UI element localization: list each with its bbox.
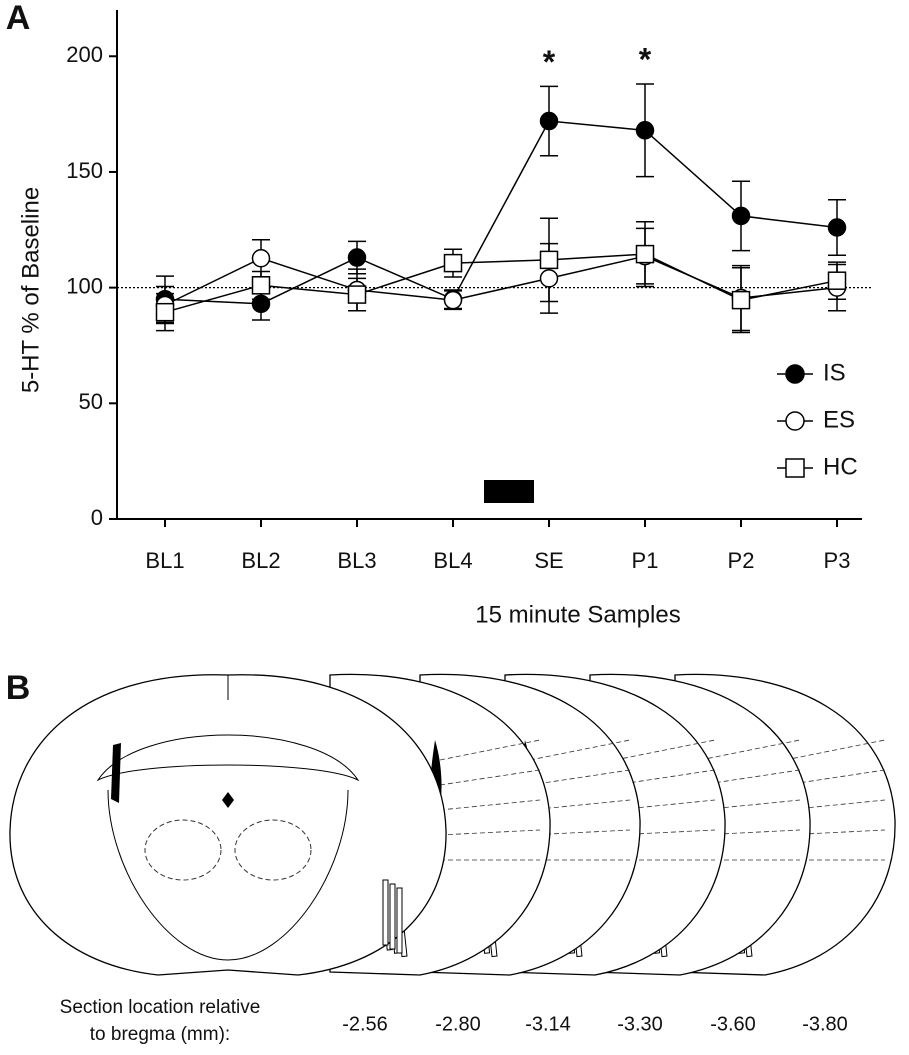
probe-track: [382, 879, 389, 946]
section-detail: [699, 739, 801, 761]
section-caption: to bregma (mm):: [90, 1024, 230, 1045]
data-point: [635, 244, 655, 264]
nucleus-outline: [144, 819, 222, 881]
data-point: [731, 290, 751, 310]
section-location: -3.30: [617, 1013, 663, 1035]
section-detail: [439, 829, 541, 836]
section-location: -3.80: [802, 1013, 848, 1035]
y-tick-label: 100: [66, 273, 103, 298]
legend-label: IS: [823, 359, 846, 386]
x-tick-label: BL4: [433, 548, 472, 573]
data-point: [443, 290, 463, 310]
data-point: [155, 302, 175, 322]
ventricle: [222, 792, 234, 808]
y-axis-label: 5-HT % of Baseline: [17, 187, 44, 393]
data-point: [251, 276, 271, 295]
nucleus-outline: [234, 819, 312, 881]
x-axis-label: 15 minute Samples: [475, 601, 680, 628]
probe-track: [396, 887, 403, 954]
brain-sections: [9, 673, 896, 976]
data-point: [539, 250, 559, 270]
x-tick-label: P1: [632, 548, 659, 573]
data-point: [347, 248, 367, 267]
series-line: [164, 253, 838, 313]
series-line: [164, 255, 838, 306]
x-tick-label: P2: [728, 548, 755, 573]
section-detail: [529, 769, 631, 786]
significance-marker: *: [543, 44, 556, 80]
data-point: [635, 121, 655, 140]
x-tick-label: BL1: [145, 548, 184, 573]
section-caption: Section location relative: [60, 997, 261, 1018]
section-outline: [9, 674, 447, 976]
stress-period-bar: [484, 480, 534, 503]
y-tick-label: 150: [66, 158, 103, 183]
x-tick-label: P3: [824, 548, 851, 573]
y-tick-label: 0: [91, 505, 103, 530]
data-point: [827, 271, 847, 290]
data-point: [785, 411, 805, 431]
panel-label: B: [6, 669, 31, 707]
x-tick-label: SE: [534, 548, 563, 573]
legend-label: HC: [823, 453, 858, 480]
section-detail: [529, 739, 631, 761]
x-tick-label: BL2: [241, 548, 280, 573]
data-point: [347, 285, 367, 304]
section-detail: [784, 739, 886, 761]
section-detail: [439, 739, 541, 761]
data-point: [251, 294, 271, 314]
significance-marker: *: [639, 41, 652, 77]
section-location: -3.60: [710, 1013, 756, 1035]
section-location: -2.80: [435, 1013, 481, 1035]
data-point: [443, 253, 463, 273]
section-detail: [439, 799, 541, 811]
section-location: -3.14: [525, 1013, 571, 1035]
data-point: [731, 206, 751, 226]
probe-track: [389, 883, 396, 950]
series-line: [164, 120, 838, 305]
panel-label: A: [6, 0, 31, 37]
section-detail: [439, 769, 541, 786]
legend-label: ES: [823, 406, 855, 433]
ventricle: [111, 743, 121, 803]
y-tick-label: 50: [79, 389, 103, 414]
y-tick-label: 200: [66, 42, 103, 67]
midbrain-outline: [107, 789, 349, 961]
data-point: [251, 249, 271, 268]
section-detail: [614, 739, 716, 761]
section-location: -2.56: [342, 1013, 388, 1035]
data-point: [539, 111, 559, 131]
data-point: [827, 218, 847, 237]
data-point: [785, 458, 805, 478]
data-point: [539, 269, 559, 288]
data-point: [785, 364, 805, 384]
hippocampus-outline: [96, 734, 360, 782]
x-tick-label: BL3: [337, 548, 376, 573]
